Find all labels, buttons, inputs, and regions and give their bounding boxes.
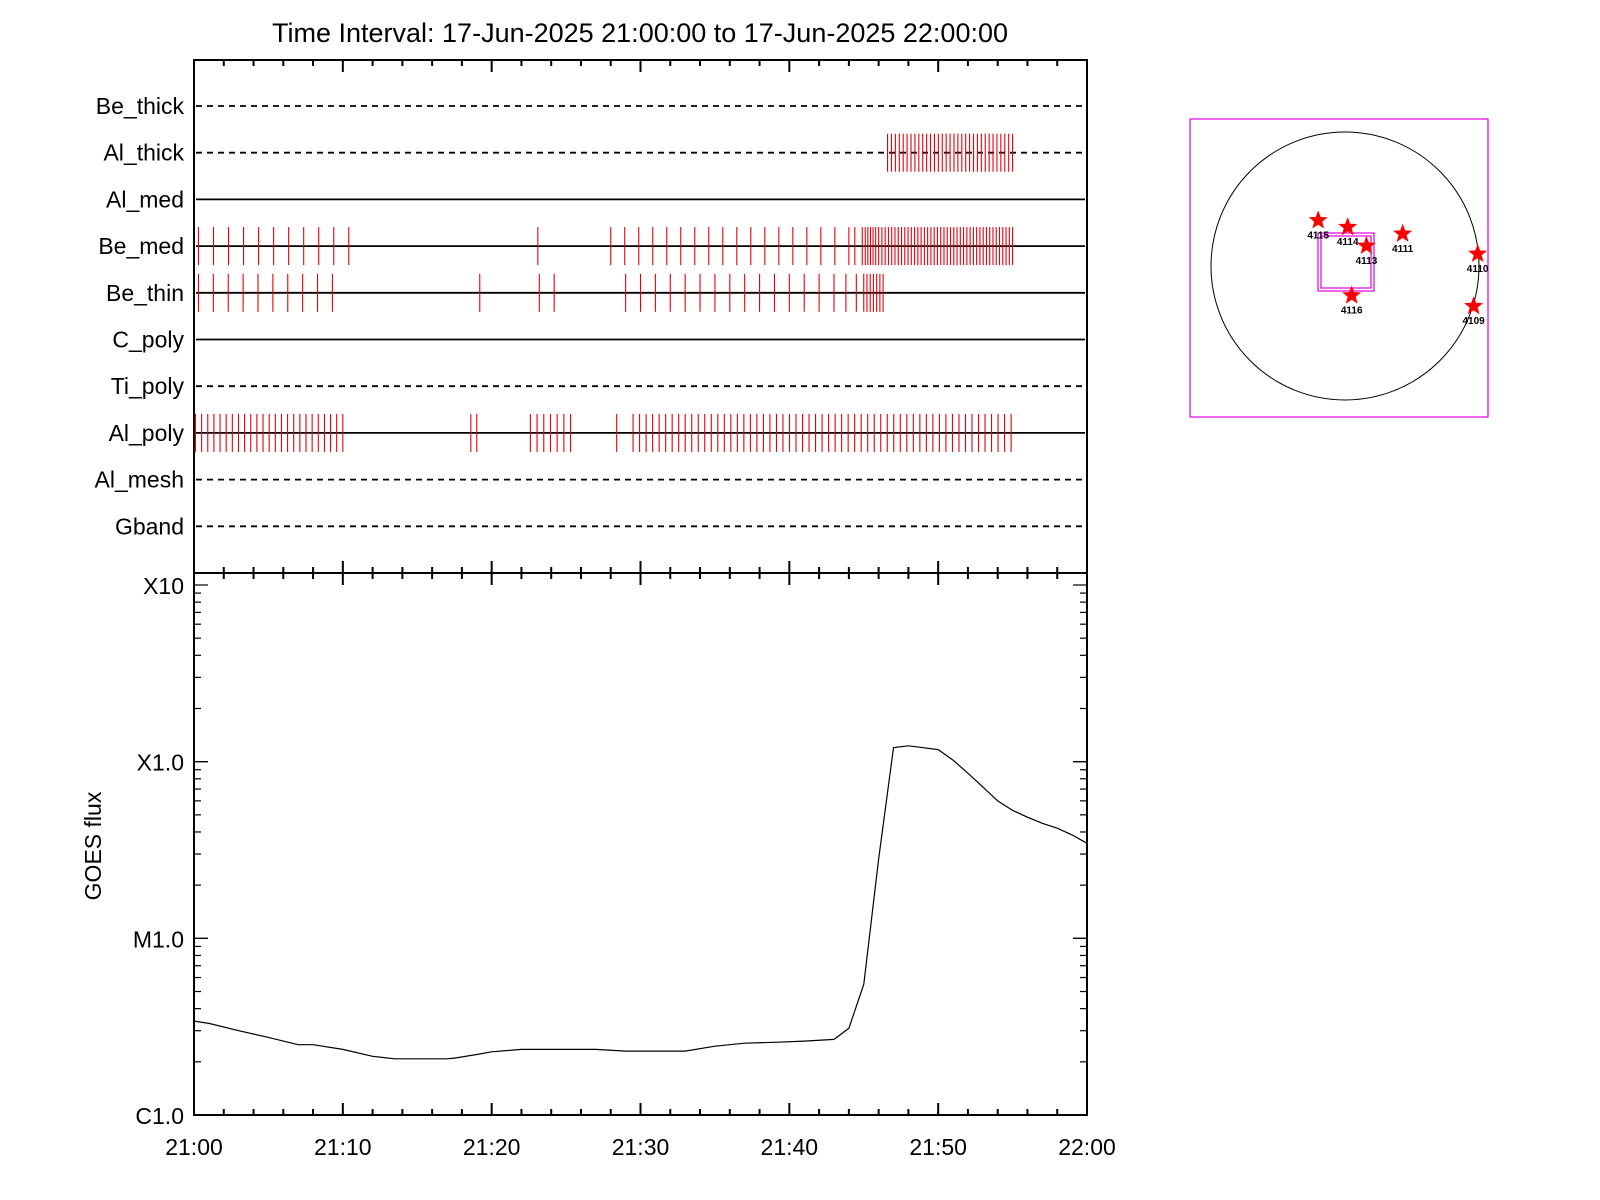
active-region-star — [1464, 296, 1484, 315]
filter-label-ti-poly: Ti_poly — [111, 373, 185, 399]
goes-flux-line — [193, 745, 1088, 1060]
x-tick-label: 21:20 — [463, 1134, 521, 1160]
x-tick-label: 21:50 — [909, 1134, 967, 1160]
active-region-label: 4115 — [1307, 230, 1329, 241]
x-tick-label: 21:40 — [761, 1134, 819, 1160]
filter-label-be-med: Be_med — [98, 233, 184, 259]
goes-frame — [193, 572, 1088, 1116]
chart-title: Time Interval: 17-Jun-2025 21:00:00 to 1… — [272, 18, 1008, 48]
active-region-label: 4114 — [1337, 237, 1359, 248]
x-tick-label: 22:00 — [1058, 1134, 1116, 1160]
active-region-label: 4109 — [1463, 316, 1486, 327]
filter-label-al-thick: Al_thick — [103, 140, 184, 166]
active-region-star — [1308, 210, 1328, 229]
active-region-star — [1393, 223, 1413, 242]
active-region-star — [1338, 217, 1358, 236]
x-tick-label: 21:10 — [314, 1134, 372, 1160]
filter-label-al-mesh: Al_mesh — [95, 467, 184, 493]
active-region-label: 4111 — [1392, 244, 1414, 255]
filter-label-be-thick: Be_thick — [96, 93, 185, 119]
active-region-star — [1356, 235, 1376, 254]
active-region-label: 4113 — [1356, 256, 1378, 267]
filter-label-al-poly: Al_poly — [109, 420, 185, 446]
filter-label-c-poly: C_poly — [112, 327, 184, 353]
filter-label-al-med: Al_med — [106, 186, 184, 212]
y-tick-label: X10 — [143, 573, 184, 599]
active-region-label: 4116 — [1341, 305, 1363, 316]
active-region-star — [1468, 243, 1488, 262]
solar-limb — [1210, 131, 1480, 401]
y-tick-label: M1.0 — [133, 926, 184, 952]
active-region-star — [1342, 285, 1362, 304]
x-tick-label: 21:30 — [612, 1134, 670, 1160]
outer-fov-box — [1189, 118, 1489, 418]
y-axis-label: GOES flux — [80, 791, 106, 900]
y-tick-label: X1.0 — [137, 750, 184, 776]
active-region-label: 4110 — [1467, 264, 1489, 275]
filter-label-be-thin: Be_thin — [106, 280, 184, 306]
solar-disk-map: 4115 4114 4113 4111 4110 4116 4109 — [1189, 118, 1489, 418]
y-tick-label: C1.0 — [135, 1103, 184, 1129]
filter-timeline-panel: Be_thick Al_thick Al_med Be_med Be_thin C_pol… — [95, 59, 1088, 574]
instrument-fov-box — [1317, 232, 1375, 292]
filter-label-gband: Gband — [115, 513, 184, 539]
timeline-frame — [193, 59, 1088, 574]
instrument-fov-box-inner — [1320, 235, 1372, 289]
x-tick-label: 21:00 — [165, 1134, 223, 1160]
goes-flux-panel: 21:00 21:10 21:20 21:30 21:40 21:50 22:00 C1.0 M… — [80, 572, 1116, 1160]
